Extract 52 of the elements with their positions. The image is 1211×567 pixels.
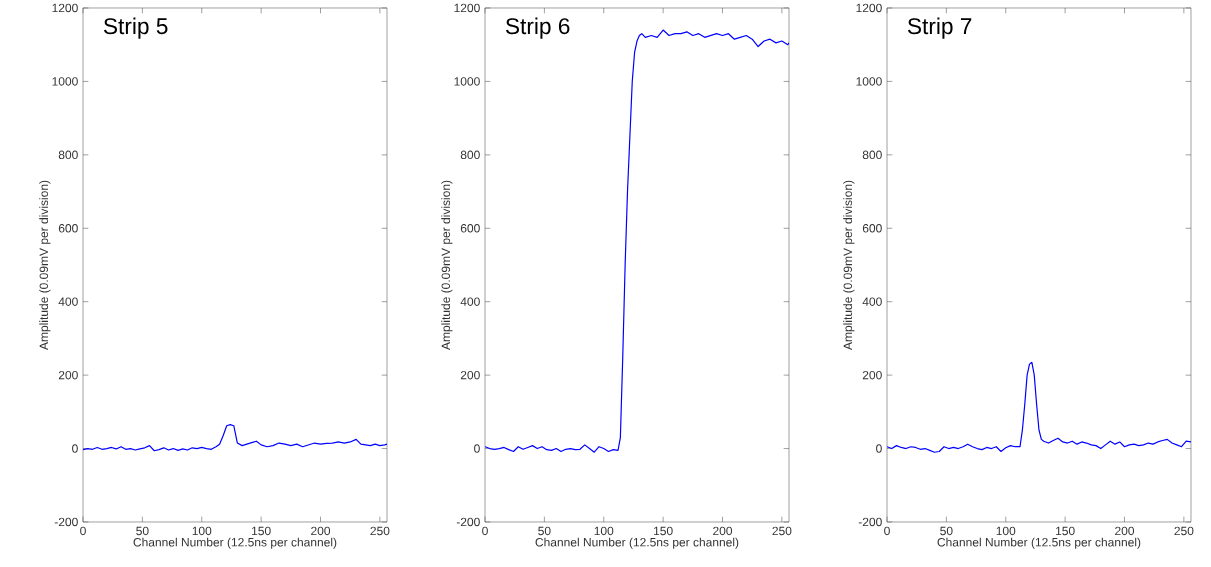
y-tick-label: -200 <box>54 517 78 527</box>
x-tick-label: 50 <box>940 526 953 536</box>
x-tick-label: 100 <box>594 526 614 536</box>
x-tick-label: 50 <box>136 526 149 536</box>
y-tick-label: 0 <box>72 444 78 453</box>
y-tick-label: -200 <box>858 517 882 527</box>
y-tick-label: 0 <box>876 444 882 453</box>
x-tick-label: 0 <box>884 526 890 536</box>
y-tick-label: 400 <box>862 297 882 306</box>
x-tick-label: 100 <box>192 526 212 536</box>
y-tick-label: 800 <box>862 150 882 160</box>
x-tick-label: 0 <box>80 526 86 536</box>
y-tick-label: 800 <box>460 150 480 160</box>
x-tick-label: 250 <box>370 526 390 536</box>
x-tick-label: 150 <box>654 526 673 536</box>
x-tick-label: 200 <box>311 526 331 536</box>
x-tick-label: 250 <box>1174 526 1194 536</box>
chart-title: Strip 5 <box>103 17 168 39</box>
x-tick-label: 150 <box>1056 526 1075 536</box>
chart-title: Strip 7 <box>907 17 972 39</box>
line-series <box>887 361 1191 453</box>
y-axis-title: Amplitude (0.09mV per division) <box>39 180 51 350</box>
y-tick-label: 1000 <box>52 77 78 86</box>
y-tick-label: 200 <box>460 370 480 380</box>
x-axis-title: Channel Number (12.5ns per channel) <box>535 537 739 549</box>
y-tick-label: 1200 <box>52 3 78 13</box>
y-tick-label: 0 <box>474 444 480 453</box>
x-tick-label: 150 <box>252 526 271 536</box>
x-axis-title: Channel Number (12.5ns per channel) <box>937 537 1141 549</box>
x-axis-title: Channel Number (12.5ns per channel) <box>133 537 337 549</box>
x-tick-label: 100 <box>996 526 1016 536</box>
y-tick-label: 1000 <box>454 77 480 86</box>
y-tick-label: 1000 <box>856 77 882 86</box>
x-tick-label: 200 <box>1115 526 1135 536</box>
y-tick-label: 600 <box>862 224 882 233</box>
y-tick-label: 400 <box>460 297 480 306</box>
y-axis-title: Amplitude (0.09mV per division) <box>843 180 855 350</box>
y-tick-label: 200 <box>862 370 882 380</box>
y-tick-label: 200 <box>58 370 78 380</box>
y-tick-label: 1200 <box>454 3 480 13</box>
y-tick-label: 400 <box>58 297 78 306</box>
x-tick-label: 250 <box>772 526 792 536</box>
y-axis-title: Amplitude (0.09mV per division) <box>441 180 453 350</box>
chart-title: Strip 6 <box>505 17 570 39</box>
y-tick-label: -200 <box>456 517 480 527</box>
y-tick-label: 800 <box>58 150 78 160</box>
y-tick-label: 600 <box>58 224 78 233</box>
x-tick-label: 0 <box>482 526 488 536</box>
y-tick-label: 600 <box>460 224 480 233</box>
x-tick-label: 50 <box>538 526 551 536</box>
y-tick-label: 1200 <box>856 3 882 13</box>
x-tick-label: 200 <box>713 526 733 536</box>
